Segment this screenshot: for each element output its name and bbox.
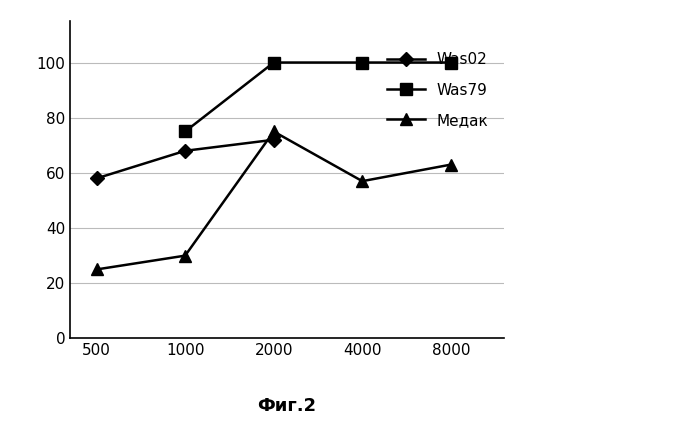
Was79 [270,60,278,65]
Line: Медак: Медак [91,126,456,275]
Line: Was79: Was79 [180,57,456,137]
Медак [270,129,278,134]
Line: Was02: Was02 [92,135,279,183]
Was79 [447,60,455,65]
Was79 [181,129,189,134]
Медак [358,179,367,184]
Was02 [270,137,278,142]
Медак [92,267,101,272]
Was02 [92,176,101,181]
Медак [181,253,189,258]
Legend: Was02, Was79, Медак: Was02, Was79, Медак [379,45,496,135]
Text: Фиг.2: Фиг.2 [258,396,316,415]
Медак [447,162,455,167]
Was79 [358,60,367,65]
Was02 [181,148,189,154]
